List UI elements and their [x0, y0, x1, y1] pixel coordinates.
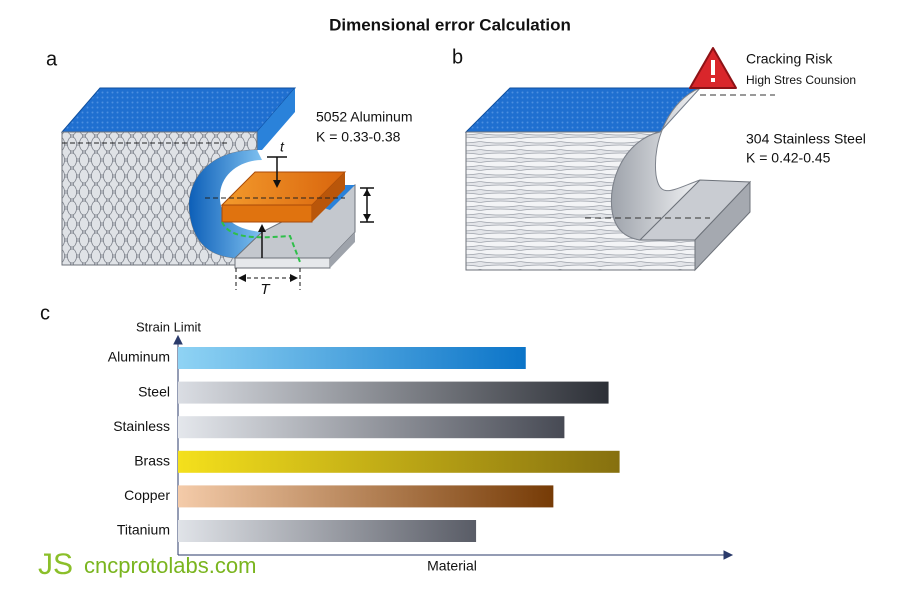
- warning-title: Cracking Risk: [746, 51, 833, 67]
- bar: [178, 416, 565, 439]
- bar: [178, 450, 620, 473]
- axes: [173, 334, 734, 560]
- bar: [178, 347, 526, 369]
- title: Dimensional error Calculation: [329, 15, 571, 34]
- warning-detail: High Stres Counsion: [746, 73, 856, 87]
- bar: [178, 520, 477, 542]
- category-label: Brass: [134, 453, 170, 469]
- category-label: Aluminum: [108, 349, 170, 365]
- panel-b-diagram: [464, 47, 775, 272]
- site-name: cncprotolabs.com: [84, 553, 256, 578]
- k-range: K = 0.33-0.38: [316, 129, 401, 145]
- width-label: T: [260, 281, 271, 298]
- k-range: K = 0.42-0.45: [746, 150, 831, 166]
- category-label: Steel: [138, 383, 170, 399]
- panel-label: a: [46, 48, 58, 70]
- panel-label: b: [452, 46, 463, 68]
- panel-label: c: [40, 302, 50, 324]
- x-axis-label: Material: [427, 558, 477, 574]
- category-label: Copper: [124, 487, 170, 503]
- category-label: Titanium: [117, 522, 170, 538]
- thickness-label: t: [280, 139, 285, 155]
- logo: JS: [38, 548, 73, 581]
- material-label: 5052 Aluminum: [316, 109, 413, 125]
- bar: [178, 485, 554, 508]
- material-label: 304 Stainless Steel: [746, 131, 866, 147]
- y-axis-label: Strain Limit: [136, 319, 201, 334]
- panel-a-diagram: [60, 87, 374, 290]
- category-label: Stainless: [113, 418, 170, 434]
- bar: [178, 381, 609, 404]
